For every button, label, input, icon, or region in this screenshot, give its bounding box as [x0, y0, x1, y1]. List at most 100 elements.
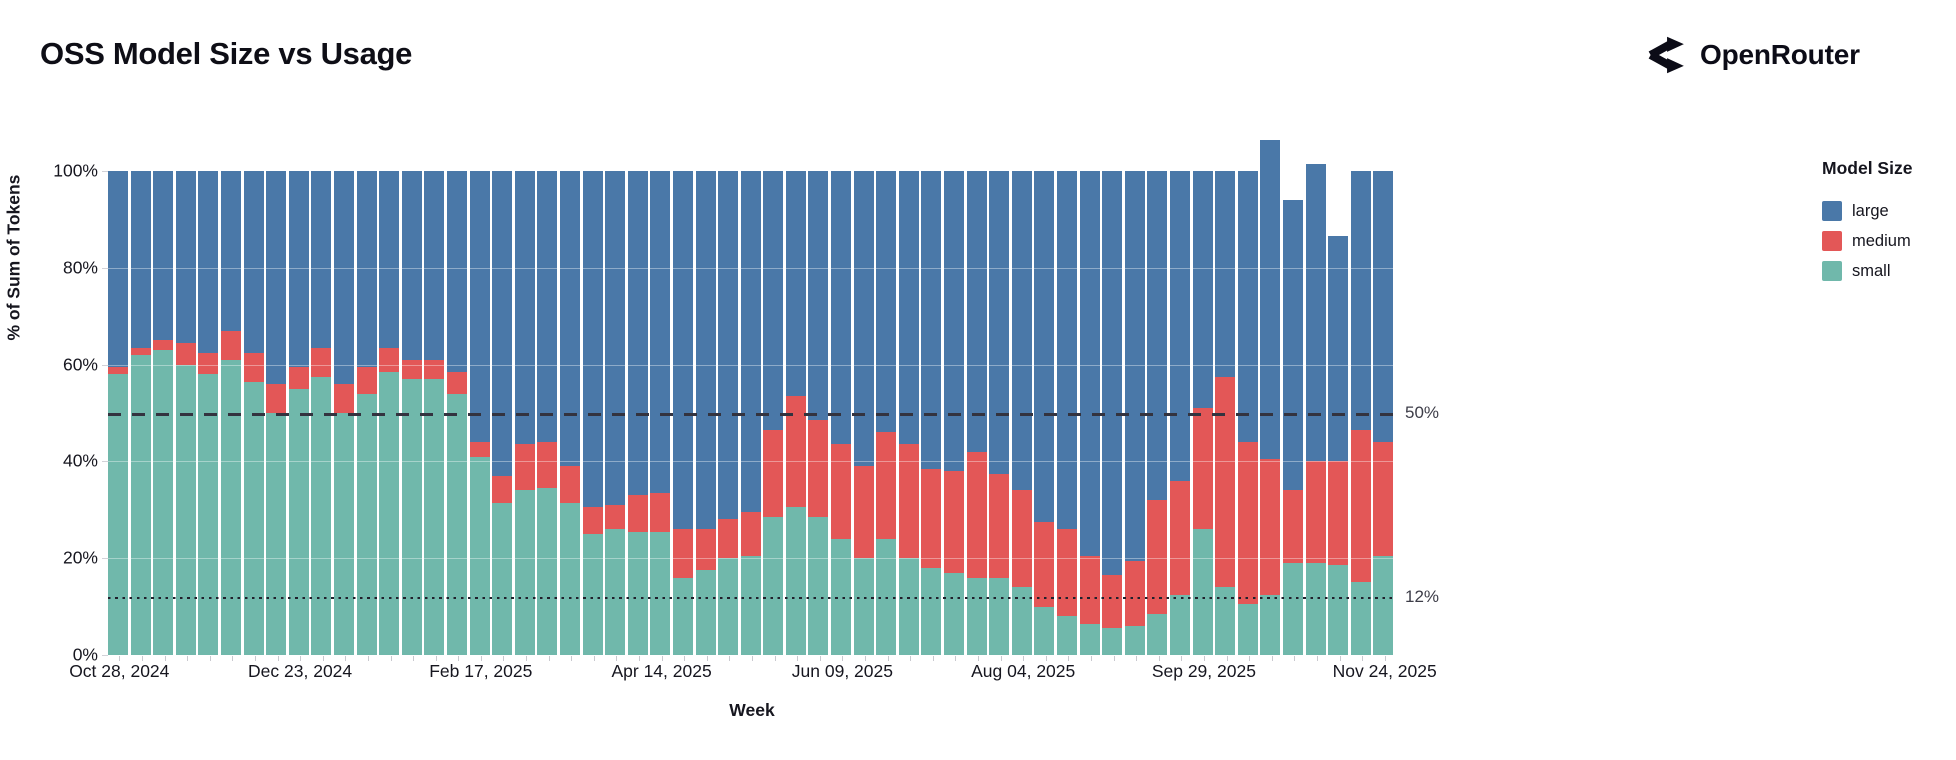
y-tick-mark [102, 267, 108, 269]
legend: Model Size large medium small [1822, 158, 1912, 286]
x-tick-mark [842, 656, 844, 661]
segment-medium [492, 475, 513, 503]
stacked-bar-Dec 23, 2024[interactable] [288, 171, 309, 655]
stacked-bar-Feb 24, 2025[interactable] [492, 171, 513, 655]
segment-medium [1011, 490, 1032, 588]
stacked-bar-May 12, 2025[interactable] [740, 171, 761, 655]
stacked-bar-Jun 02, 2025[interactable] [808, 171, 829, 655]
stacked-bar-Dec 02, 2024[interactable] [220, 171, 241, 655]
stacked-bar-Mar 17, 2025[interactable] [559, 171, 580, 655]
segment-medium [763, 429, 784, 518]
segment-small [175, 364, 196, 655]
segment-large [492, 171, 513, 476]
stacked-bar-Oct 20, 2025[interactable] [1260, 139, 1281, 655]
segment-large [695, 171, 716, 530]
segment-medium [1237, 442, 1258, 605]
stacked-bar-Sep 29, 2025[interactable] [1192, 171, 1213, 655]
segment-small [446, 393, 467, 655]
x-tick-mark [1090, 656, 1092, 661]
stacked-bar-Oct 28, 2024[interactable] [108, 171, 128, 655]
x-tick-mark [435, 656, 437, 661]
stacked-bar-Oct 27, 2025[interactable] [1283, 171, 1304, 655]
stacked-bar-Nov 11, 2024[interactable] [153, 171, 174, 655]
stacked-bar-Nov 10, 2025[interactable] [1328, 171, 1349, 655]
stacked-bar-Jan 06, 2025[interactable] [333, 171, 354, 655]
stacked-bar-Nov 24, 2025[interactable] [1373, 171, 1394, 655]
stacked-bar-Dec 16, 2024[interactable] [266, 171, 287, 655]
stacked-bar-Aug 04, 2025[interactable] [1011, 171, 1032, 655]
legend-item-large[interactable]: large [1822, 196, 1912, 226]
stacked-bar-Apr 28, 2025[interactable] [695, 171, 716, 655]
stacked-bar-Apr 14, 2025[interactable] [650, 171, 671, 655]
legend-item-small[interactable]: small [1822, 256, 1912, 286]
x-tick-mark [616, 656, 618, 661]
stacked-bar-Sep 15, 2025[interactable] [1147, 171, 1168, 655]
stacked-bar-Sep 01, 2025[interactable] [1102, 171, 1123, 655]
segment-medium [740, 512, 761, 556]
x-tick-mark [819, 656, 821, 661]
segment-medium [220, 330, 241, 360]
segment-small [469, 456, 490, 655]
stacked-bar-May 26, 2025[interactable] [785, 171, 806, 655]
stacked-bar-Aug 25, 2025[interactable] [1079, 171, 1100, 655]
segment-large [559, 171, 580, 467]
stacked-bar-Jul 07, 2025[interactable] [921, 171, 942, 655]
stacked-bar-Mar 24, 2025[interactable] [582, 171, 603, 655]
stacked-bar-Dec 30, 2024[interactable] [311, 171, 332, 655]
stacked-bar-Nov 25, 2024[interactable] [198, 171, 219, 655]
stacked-bar-Dec 09, 2024[interactable] [243, 171, 264, 655]
segment-large [1057, 171, 1078, 530]
x-tick-label: Feb 17, 2025 [429, 661, 533, 681]
stacked-bar-Oct 06, 2025[interactable] [1215, 171, 1236, 655]
segment-medium [333, 383, 354, 413]
segment-small [1373, 555, 1394, 655]
stacked-bar-Jun 09, 2025[interactable] [831, 171, 852, 655]
stacked-bar-Jun 23, 2025[interactable] [876, 171, 897, 655]
stacked-bar-Sep 22, 2025[interactable] [1170, 171, 1191, 655]
stacked-bar-Feb 03, 2025[interactable] [424, 171, 445, 655]
segment-medium [1102, 575, 1123, 629]
stacked-bar-Mar 03, 2025[interactable] [514, 171, 535, 655]
stacked-bar-Nov 17, 2025[interactable] [1350, 171, 1371, 655]
segment-large [401, 171, 422, 360]
x-tick-mark [774, 656, 776, 661]
x-tick-mark [706, 656, 708, 661]
stacked-bar-Jun 16, 2025[interactable] [853, 171, 874, 655]
stacked-bar-Aug 11, 2025[interactable] [1034, 171, 1055, 655]
stacked-bar-May 05, 2025[interactable] [718, 171, 739, 655]
segment-medium [288, 367, 309, 389]
stacked-bar-Jan 27, 2025[interactable] [401, 171, 422, 655]
stacked-bar-Nov 03, 2025[interactable] [1305, 163, 1326, 655]
stacked-bar-Apr 21, 2025[interactable] [672, 171, 693, 655]
y-tick-mark [102, 171, 108, 172]
segment-medium [1260, 458, 1281, 595]
x-tick-mark [277, 656, 279, 661]
stacked-bar-Mar 31, 2025[interactable] [605, 171, 626, 655]
x-tick-mark [593, 656, 595, 661]
segment-large [921, 171, 942, 469]
stacked-bar-May 19, 2025[interactable] [763, 171, 784, 655]
segment-small [1011, 587, 1032, 655]
segment-small [966, 577, 987, 655]
stacked-bar-Oct 13, 2025[interactable] [1237, 171, 1258, 655]
segment-small [989, 577, 1010, 655]
stacked-bar-Jul 14, 2025[interactable] [944, 171, 965, 655]
segment-large [175, 171, 196, 343]
stacked-bar-Jan 20, 2025[interactable] [379, 171, 400, 655]
stacked-bar-Aug 18, 2025[interactable] [1057, 171, 1078, 655]
stacked-bar-Feb 10, 2025[interactable] [446, 171, 467, 655]
stacked-bar-Sep 08, 2025[interactable] [1124, 171, 1145, 655]
segment-medium [108, 367, 128, 375]
x-tick-mark [1339, 656, 1341, 661]
stacked-bar-Feb 17, 2025[interactable] [469, 171, 490, 655]
stacked-bar-Nov 18, 2024[interactable] [175, 171, 196, 655]
stacked-bar-Jun 30, 2025[interactable] [898, 171, 919, 655]
legend-item-medium[interactable]: medium [1822, 226, 1912, 256]
segment-small [921, 567, 942, 655]
stacked-bar-Mar 10, 2025[interactable] [537, 171, 558, 655]
segment-small [1192, 529, 1213, 655]
stacked-bar-Nov 04, 2024[interactable] [130, 171, 151, 655]
stacked-bar-Jan 13, 2025[interactable] [356, 171, 377, 655]
x-tick-mark [1203, 656, 1205, 661]
segment-small [492, 502, 513, 655]
